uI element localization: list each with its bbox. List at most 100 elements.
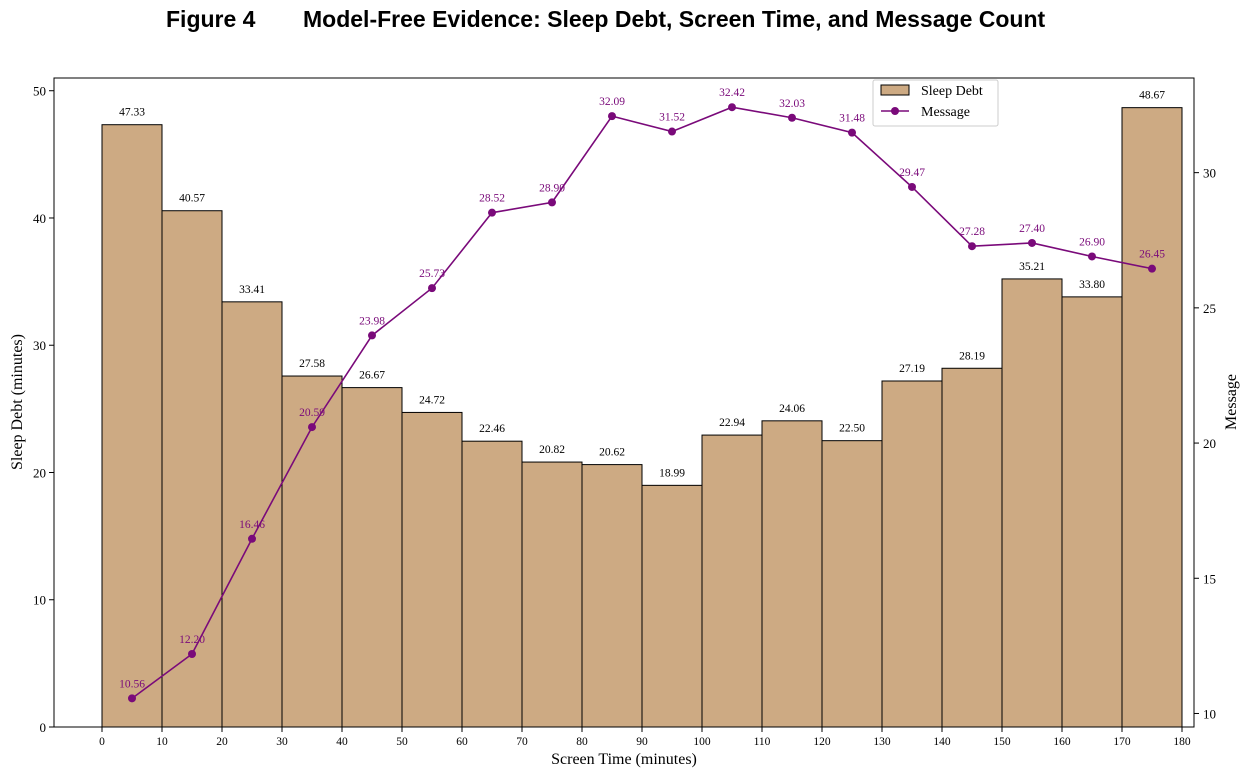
y-tick-label-left: 40	[33, 211, 46, 226]
x-tick-label: 0	[99, 736, 105, 748]
message-line	[131, 106, 1153, 699]
figure-number: Figure 4	[166, 6, 256, 32]
message-point	[248, 534, 256, 543]
message-point	[848, 128, 856, 137]
message-point-label: 20.59	[299, 407, 325, 419]
plot-frame	[53, 77, 1195, 728]
sleep-debt-bar-label: 35.21	[1019, 261, 1045, 273]
sleep-debt-bar-label: 48.67	[1139, 90, 1165, 102]
x-tick-label: 80	[576, 736, 588, 748]
message-point-label: 32.42	[719, 87, 745, 99]
message-point	[668, 127, 676, 136]
y-tick-label-left: 10	[33, 593, 46, 608]
x-tick-label: 20	[216, 736, 228, 748]
message-point	[1028, 238, 1036, 247]
message-point	[128, 694, 136, 703]
x-tick-label: 60	[456, 736, 468, 748]
message-point	[188, 649, 196, 658]
x-tick-label: 160	[1053, 736, 1071, 748]
x-tick-label: 30	[276, 736, 288, 748]
sleep-debt-bar	[461, 440, 523, 728]
message-point	[1088, 252, 1096, 261]
sleep-debt-bar	[821, 440, 883, 728]
message-point-label: 31.52	[659, 112, 685, 124]
x-tick-label: 40	[336, 736, 348, 748]
legend-label-message: Message	[921, 105, 970, 120]
sleep-debt-bar-label: 20.62	[599, 447, 625, 459]
message-point	[968, 242, 976, 251]
sleep-debt-bars	[101, 107, 1183, 728]
x-tick-label: 180	[1173, 736, 1191, 748]
y-tick-label-left: 30	[33, 338, 46, 353]
legend: Sleep Debt Message	[872, 79, 999, 127]
message-point-label: 16.46	[239, 519, 265, 531]
sleep-debt-bar-label: 20.82	[539, 444, 565, 456]
message-point	[908, 182, 916, 191]
sleep-debt-bar	[1001, 278, 1063, 728]
sleep-debt-bar	[521, 461, 583, 728]
figure-title-text: Model-Free Evidence: Sleep Debt, Screen …	[303, 6, 1046, 32]
figure-title: Figure 4 Model-Free Evidence: Sleep Debt…	[0, 6, 1253, 36]
x-tick-label: 110	[754, 736, 771, 748]
message-point	[488, 208, 496, 217]
y-axis-title-left: Sleep Debt (minutes)	[9, 334, 26, 470]
x-tick-label: 140	[933, 736, 951, 748]
sleep-debt-bar-label: 22.50	[839, 423, 865, 435]
y-axis-title-right: Message	[1223, 374, 1240, 430]
sleep-debt-bar-label: 27.19	[899, 363, 925, 375]
sleep-debt-bar-labels: 47.33 40.57 33.41 27.58 26.67 24.72 22.46 20.82…	[119, 90, 1165, 480]
sleep-debt-bar-label: 22.46	[479, 423, 505, 435]
sleep-debt-bar-label: 27.58	[299, 358, 325, 370]
sleep-debt-bar	[941, 367, 1003, 728]
sleep-debt-bar-label: 33.80	[1079, 279, 1105, 291]
sleep-debt-bar	[1061, 296, 1123, 728]
sleep-debt-bar-label: 22.94	[719, 417, 745, 429]
message-point-label: 26.90	[1079, 236, 1105, 248]
message-point	[608, 112, 616, 121]
y-tick-label-right: 20	[1203, 436, 1216, 451]
axes: 0 10 20 30 40 50 60 70 80 90 100 110 120 130 140 150 160…	[33, 77, 1216, 748]
x-tick-label: 70	[516, 736, 528, 748]
sleep-debt-bar	[641, 484, 703, 728]
y-tick-label-right: 10	[1203, 706, 1216, 721]
sleep-debt-bar-label: 47.33	[119, 107, 145, 119]
sleep-debt-bar	[161, 210, 223, 728]
x-tick-label: 150	[993, 736, 1011, 748]
message-point	[308, 423, 316, 432]
sleep-debt-bar-label: 28.19	[959, 350, 985, 362]
message-line-layer: 10.56 12.20 16.46 20.59 23.98 25.73 28.52 28.90…	[119, 87, 1165, 703]
x-axis-title: Screen Time (minutes)	[551, 751, 697, 768]
x-tick-label: 100	[693, 736, 711, 748]
sleep-debt-bar-label: 33.41	[239, 284, 265, 296]
message-point	[428, 284, 436, 293]
sleep-debt-bar	[701, 434, 763, 728]
y-tick-label-right: 25	[1203, 301, 1216, 316]
sleep-debt-bar	[101, 124, 163, 728]
message-point	[548, 198, 556, 207]
message-point-label: 26.45	[1139, 249, 1165, 261]
message-point-label: 23.98	[359, 315, 385, 327]
message-point-label: 12.20	[179, 634, 205, 646]
sleep-debt-bar-label: 26.67	[359, 370, 385, 382]
message-point	[368, 331, 376, 340]
y-tick-label-right: 30	[1203, 166, 1216, 181]
x-tick-label: 90	[636, 736, 648, 748]
x-tick-label: 10	[156, 736, 168, 748]
y-tick-label-left: 20	[33, 465, 46, 480]
message-point-label: 27.28	[959, 226, 985, 238]
message-point-label: 27.40	[1019, 223, 1045, 235]
sleep-debt-bar	[221, 301, 283, 728]
legend-swatch-sleep-debt	[880, 84, 910, 96]
x-tick-label: 120	[813, 736, 831, 748]
x-tick-label: 170	[1113, 736, 1131, 748]
y-tick-label-left: 0	[40, 720, 47, 735]
message-point-label: 25.73	[419, 268, 445, 280]
sleep-debt-bar	[581, 464, 643, 728]
x-tick-label: 130	[873, 736, 891, 748]
legend-marker-message	[891, 107, 899, 115]
message-point-label: 31.48	[839, 113, 865, 125]
message-point	[788, 113, 796, 122]
y-tick-label-left: 50	[33, 84, 46, 99]
legend-label-sleep-debt: Sleep Debt	[921, 84, 983, 99]
